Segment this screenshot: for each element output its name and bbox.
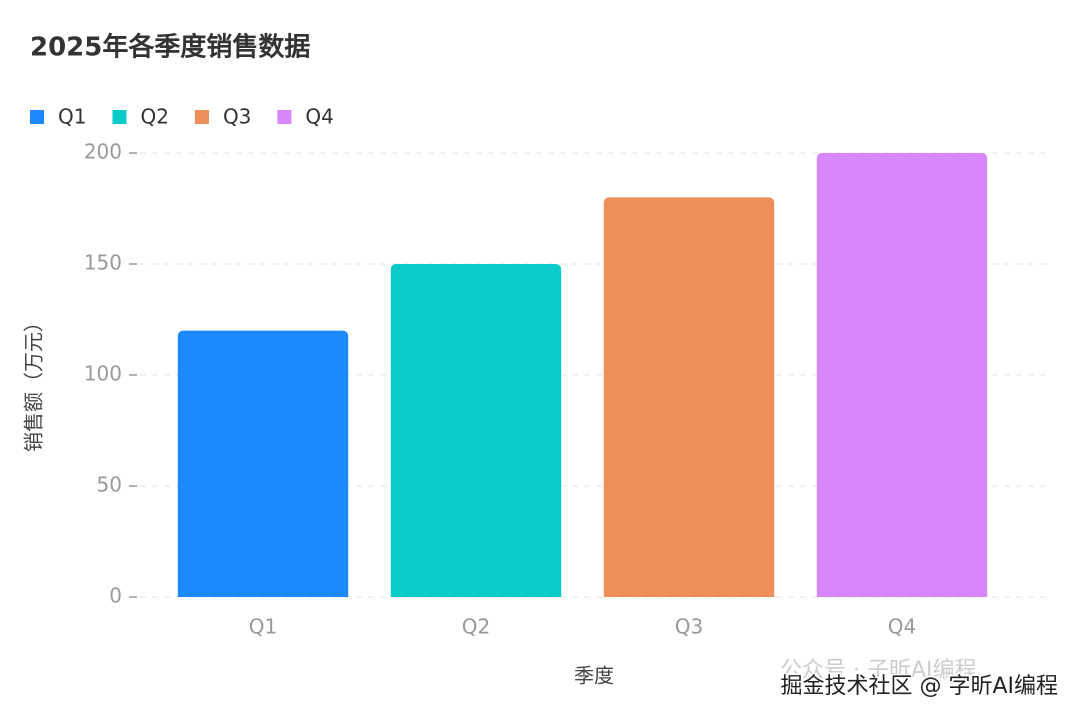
y-tick-label: 50 [97, 473, 122, 497]
x-tick-label: Q2 [462, 615, 490, 639]
legend-label: Q2 [140, 105, 168, 129]
y-tick-label: 150 [84, 251, 122, 275]
bar [177, 330, 349, 597]
x-tick-label: Q4 [888, 615, 916, 639]
y-tick-label: 0 [109, 584, 122, 608]
legend-label: Q3 [223, 105, 251, 129]
watermark: 掘金技术社区 @ 字昕AI编程 [780, 674, 1058, 699]
chart-title: 2025年各季度销售数据 [30, 32, 310, 63]
y-axis-label: 销售额（万元） [22, 312, 46, 452]
y-tick-label: 200 [84, 140, 122, 164]
y-tick-label: 100 [84, 362, 122, 386]
legend-swatch [194, 110, 209, 124]
legend-swatch [112, 110, 127, 124]
legend-label: Q4 [305, 105, 333, 129]
watermark-faint: 公众号 · 子昕AI编程 [780, 658, 977, 683]
bar [816, 153, 988, 597]
x-axis-label: 季度 [574, 664, 614, 688]
legend-label: Q1 [58, 105, 86, 129]
x-tick-label: Q1 [249, 615, 277, 639]
legend-swatch [30, 110, 44, 124]
bar [390, 264, 562, 597]
x-tick-label: Q3 [675, 615, 703, 639]
legend-swatch [277, 110, 292, 124]
bar [603, 197, 775, 597]
